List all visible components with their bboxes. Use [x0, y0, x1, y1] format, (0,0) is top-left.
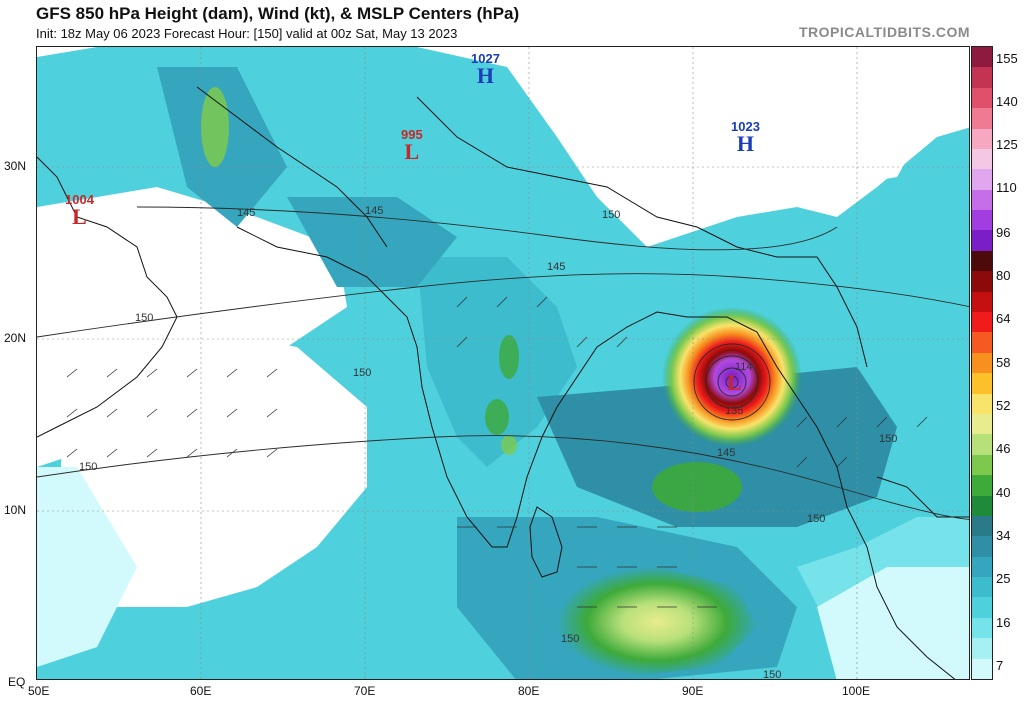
colorbar-segment	[972, 128, 992, 150]
height-label: 135	[725, 405, 744, 417]
height-label: 150	[807, 513, 826, 525]
colorbar-segment	[972, 210, 992, 231]
colorbar-segment	[972, 291, 992, 313]
height-label: 150	[135, 312, 154, 324]
chart-title: GFS 850 hPa Height (dam), Wind (kt), & M…	[36, 4, 520, 23]
height-label: 150	[353, 367, 372, 379]
low-pressure-center: 1004 L	[65, 192, 94, 229]
lat-label: EQ	[8, 675, 26, 689]
colorbar-label: 34	[996, 528, 1011, 543]
colorbar-segment	[972, 87, 992, 109]
colorbar-label: 40	[996, 485, 1011, 500]
colorbar-label: 96	[996, 225, 1011, 240]
high-pressure-center: 1027 H	[471, 51, 500, 88]
colorbar-segment	[972, 434, 992, 456]
colorbar-segment	[972, 475, 992, 496]
colorbar-segment	[972, 393, 992, 415]
lon-label: 90E	[682, 684, 704, 698]
map-canvas	[37, 47, 969, 679]
height-label: 114	[735, 361, 753, 373]
colorbar-label: 46	[996, 441, 1011, 456]
height-label: 150	[879, 433, 898, 445]
colorbar-segment	[972, 638, 992, 660]
height-contours	[37, 206, 969, 520]
cyclone-low-center: L	[727, 370, 742, 395]
height-label: 145	[547, 261, 566, 273]
lon-label: 50E	[28, 684, 50, 698]
colorbar-label: 25	[996, 571, 1011, 586]
lon-label: 80E	[518, 684, 540, 698]
wind-shading	[37, 47, 969, 679]
brand-watermark[interactable]: TROPICALTIDBITS.COM	[798, 24, 970, 40]
colorbar-segment	[972, 495, 992, 517]
chart-header: GFS 850 hPa Height (dam), Wind (kt), & M…	[0, 0, 1024, 44]
colorbar-label: 64	[996, 311, 1011, 326]
colorbar-segment	[972, 515, 992, 537]
graticule	[37, 47, 969, 679]
colorbar-label: 16	[996, 615, 1011, 630]
colorbar-label: 52	[996, 398, 1011, 413]
colorbar-segment	[972, 556, 992, 578]
colorbar-segment	[972, 617, 992, 639]
colorbar-segment	[972, 332, 992, 354]
colorbar-label: 7	[996, 658, 1004, 673]
colorbar-segment	[972, 658, 992, 680]
height-label: 150	[79, 461, 98, 473]
colorbar-segment	[972, 373, 992, 395]
colorbar-label: 58	[996, 355, 1011, 370]
colorbar-label: 140	[996, 94, 1018, 109]
height-label: 145	[237, 207, 256, 219]
colorbar-segment	[972, 577, 992, 598]
lon-label: 100E	[842, 684, 871, 698]
colorbar-label: 80	[996, 268, 1011, 283]
colorbar-label: 110	[996, 180, 1017, 195]
colorbar-segment	[972, 352, 992, 374]
colorbar-segment	[972, 108, 992, 130]
height-label: 145	[717, 447, 736, 459]
height-label: 150	[763, 669, 782, 680]
chart-subtitle: Init: 18z May 06 2023 Forecast Hour: [15…	[36, 26, 458, 41]
colorbar-segment	[972, 597, 992, 619]
colorbar-label: 155	[996, 51, 1018, 66]
colorbar-segment	[972, 47, 992, 68]
high-pressure-center: 1023 H	[731, 119, 760, 156]
lon-label: 60E	[190, 684, 212, 698]
low-pressure-center: 995 L	[401, 127, 423, 164]
wind-barbs	[66, 296, 928, 608]
colorbar-segment	[972, 271, 992, 293]
lat-label: 10N	[4, 503, 27, 517]
height-label: 150	[602, 209, 621, 221]
coastlines	[37, 86, 969, 679]
colorbar-segment	[972, 230, 992, 252]
weather-map[interactable]: 150 145 145 145 150 150 150 145 135 114 …	[36, 46, 970, 680]
colorbar-segment	[972, 413, 992, 435]
colorbar-segment	[972, 169, 992, 191]
lat-label: 30N	[4, 159, 27, 173]
colorbar-segment	[972, 148, 992, 170]
colorbar-segment	[972, 312, 992, 333]
colorbar-segment	[972, 536, 992, 558]
colorbar-segment	[972, 189, 992, 211]
colorbar-segment	[972, 67, 992, 89]
colorbar-label: 125	[996, 137, 1018, 152]
lon-label: 70E	[354, 684, 376, 698]
lat-label: 20N	[4, 331, 27, 345]
colorbar-segment	[972, 250, 992, 272]
wind-speed-colorbar	[971, 46, 993, 680]
colorbar-segment	[972, 454, 992, 476]
height-label: 150	[561, 633, 580, 645]
height-label: 145	[365, 205, 384, 217]
